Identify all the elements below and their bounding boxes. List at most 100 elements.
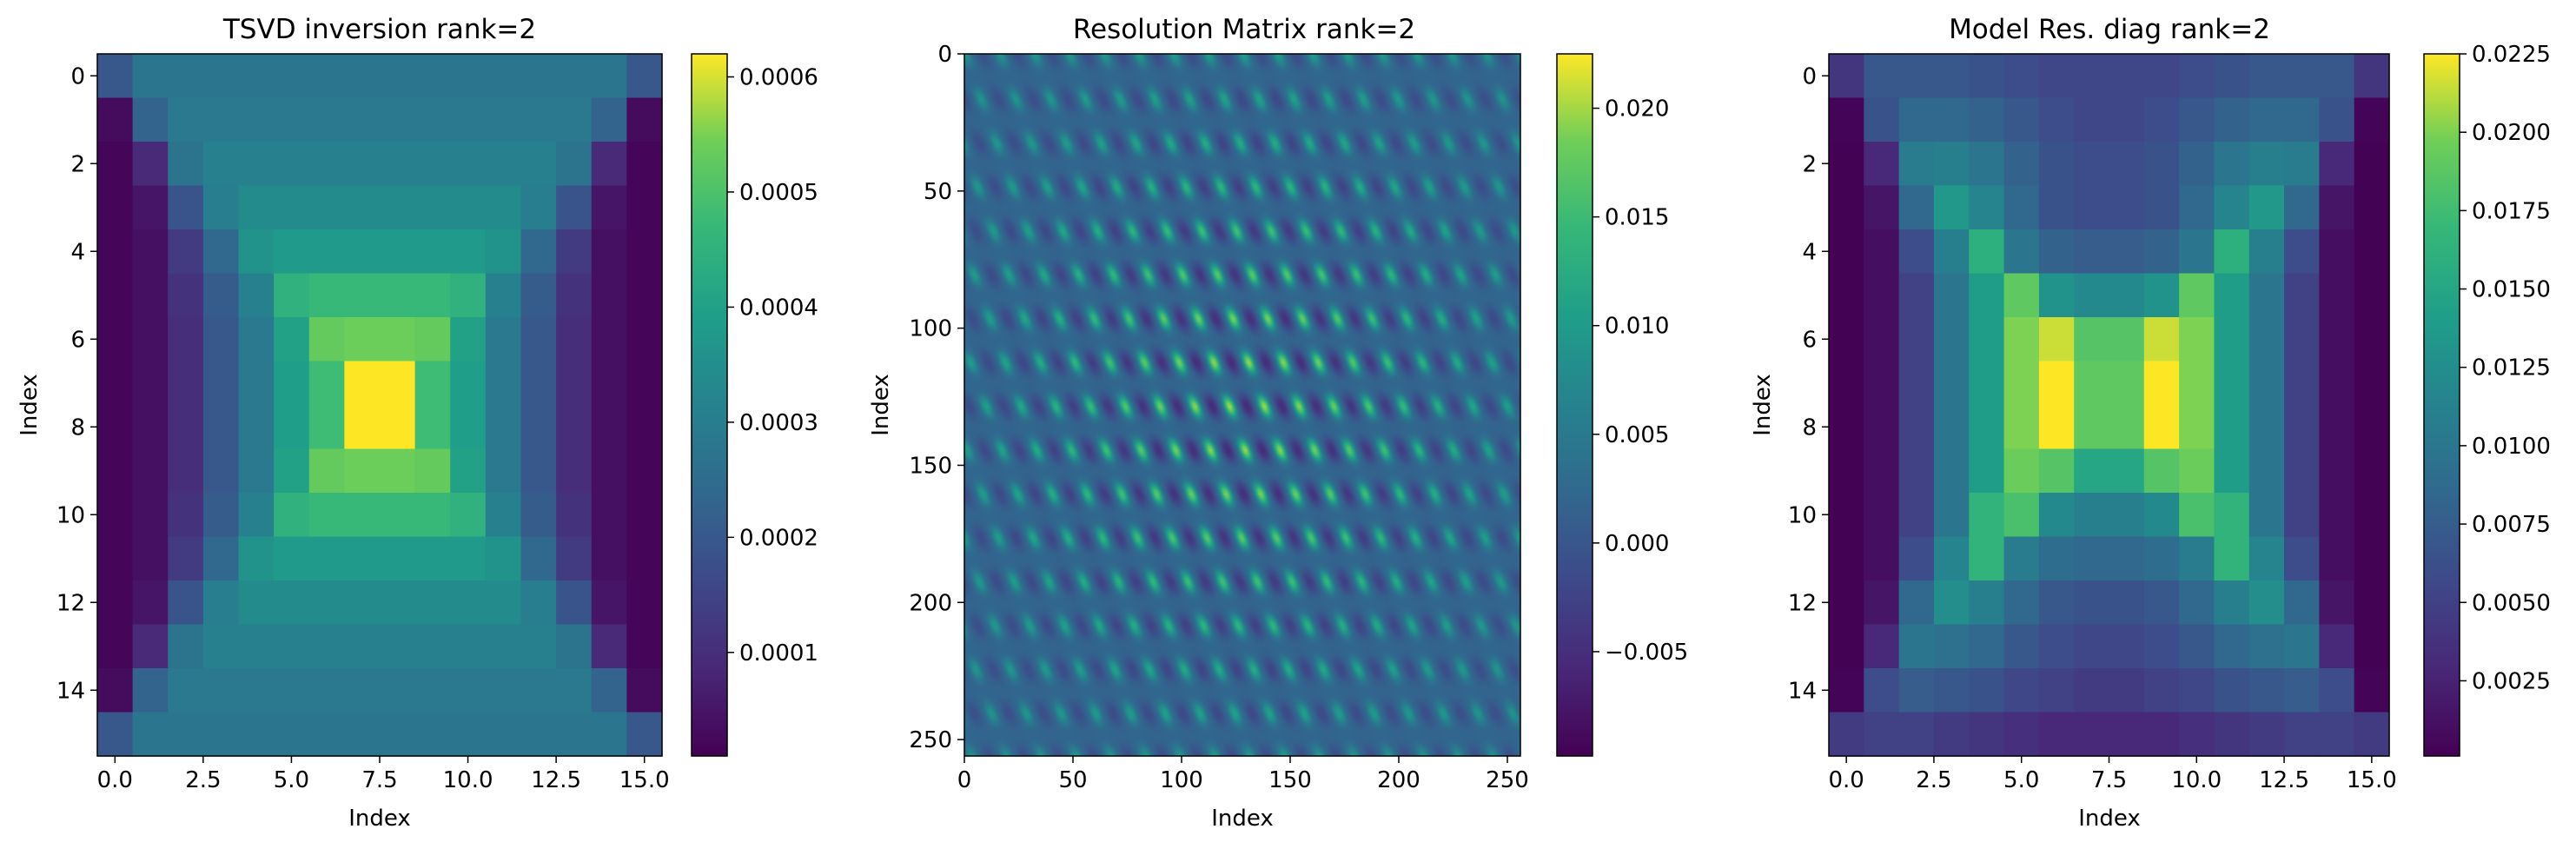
heatmap-cell	[344, 405, 381, 450]
heatmap-cell	[238, 493, 275, 538]
heatmap-cell	[626, 580, 663, 626]
heatmap-cell	[238, 712, 275, 757]
x-axis-label: Index	[2078, 806, 2141, 832]
heatmap-cell	[2038, 712, 2075, 757]
heatmap-cell	[2143, 624, 2180, 669]
heatmap-cell	[1969, 624, 2005, 669]
heatmap-cell	[2284, 54, 2320, 99]
heatmap-cell	[132, 712, 169, 757]
heatmap-cell	[520, 273, 557, 318]
heatmap-cell	[97, 536, 134, 581]
heatmap-cell	[2248, 361, 2285, 406]
heatmap-cell	[556, 185, 593, 230]
heatmap-cell	[2354, 273, 2390, 318]
heatmap-cell	[202, 54, 240, 99]
heatmap-cell	[344, 624, 381, 669]
heatmap-cell	[2003, 624, 2040, 669]
heatmap-cell	[2143, 580, 2180, 626]
heatmap-cell	[2003, 229, 2040, 275]
heatmap-cell	[2074, 448, 2110, 494]
colorbar-tick-label: 0.0002	[739, 525, 818, 551]
heatmap-cell	[450, 361, 487, 406]
colorbar-tick-label: 0.0003	[739, 410, 818, 436]
heatmap-cell	[1829, 624, 1864, 669]
heatmap-cell	[2284, 273, 2320, 318]
y-tick-label: 14	[56, 678, 85, 704]
heatmap-cell	[238, 361, 275, 406]
heatmap-cell	[626, 712, 663, 757]
y-axis: 0 50 100 150 200 250	[909, 42, 964, 753]
heatmap-cell	[168, 97, 204, 143]
heatmap-cell	[2038, 668, 2075, 713]
heatmap-cell	[2143, 668, 2180, 713]
x-tick-label: 150	[1268, 767, 1312, 793]
colorbar-tick-label: 0.0005	[739, 180, 818, 206]
heatmap-cell	[274, 317, 310, 362]
heatmap-cell	[132, 624, 169, 669]
heatmap-cell	[1898, 580, 1935, 626]
heatmap-cell	[97, 97, 134, 143]
heatmap-cell	[591, 448, 627, 494]
heatmap-cell	[97, 712, 134, 757]
heatmap-cell	[238, 405, 275, 450]
y-tick-label: 8	[1802, 415, 1817, 441]
heatmap-cell	[344, 493, 381, 538]
heatmap-cell	[2319, 448, 2355, 494]
heatmap-cell	[414, 536, 451, 581]
heatmap-cell	[1829, 493, 1864, 538]
x-tick-label: 0.0	[97, 767, 133, 793]
heatmap-cell	[2143, 361, 2180, 406]
heatmap-cell	[132, 361, 169, 406]
colorbar-tick-label: 0.0125	[2472, 355, 2551, 381]
heatmap-cell	[202, 142, 240, 187]
heatmap-cell	[2109, 536, 2145, 581]
heatmap-cell	[485, 580, 522, 626]
heatmap-cell	[485, 185, 522, 230]
heatmap-cell	[626, 493, 663, 538]
heatmap-cell	[520, 142, 557, 187]
heatmap-cell	[2214, 580, 2250, 626]
heatmap-cell	[2354, 361, 2390, 406]
heatmap-cell	[1933, 448, 1970, 494]
heatmap-cell	[2179, 142, 2215, 187]
heatmap-cell	[168, 448, 204, 494]
heatmap-cell	[2074, 317, 2110, 362]
y-tick-label: 10	[56, 502, 85, 528]
heatmap-cell	[308, 317, 345, 362]
heatmap-cell	[1933, 273, 1970, 318]
heatmap-cell	[414, 97, 451, 143]
heatmap-cell	[591, 580, 627, 626]
panel-resolution-matrix: Resolution Matrix rank=2 0 50 100 150 200 250…	[868, 14, 1688, 832]
heatmap-cell	[556, 448, 593, 494]
heatmap-cell	[132, 317, 169, 362]
heatmap-cell	[2109, 580, 2145, 626]
heatmap-cell	[2003, 536, 2040, 581]
heatmap-cell	[520, 712, 557, 757]
heatmap-cell	[308, 448, 345, 494]
y-tick-label: 4	[70, 239, 85, 265]
x-tick-label: 12.5	[531, 767, 581, 793]
heatmap-cell	[132, 185, 169, 230]
heatmap-cell	[2003, 361, 2040, 406]
x-tick-label: 10.0	[2171, 767, 2222, 793]
heatmap-cell	[380, 142, 416, 187]
heatmap-cell	[2214, 142, 2250, 187]
heatmap-cell	[132, 229, 169, 275]
heatmap-cell	[308, 580, 345, 626]
heatmap-cell	[238, 624, 275, 669]
heatmap-cell	[2248, 712, 2285, 757]
heatmap-cell	[414, 185, 451, 230]
heatmap-cell	[520, 361, 557, 406]
heatmap-cell	[1864, 317, 1900, 362]
heatmap-cell	[168, 668, 204, 713]
heatmap-cell	[2179, 229, 2215, 275]
heatmap-cell	[2074, 580, 2110, 626]
heatmap-cell	[344, 185, 381, 230]
colorbar-tick-label: −0.005	[1605, 640, 1688, 666]
heatmap-cell	[2354, 668, 2390, 713]
heatmap-cell	[1864, 185, 1900, 230]
heatmap-cell	[485, 361, 522, 406]
heatmap-cell	[591, 712, 627, 757]
heatmap-cell	[2074, 536, 2110, 581]
heatmap-cell	[414, 142, 451, 187]
